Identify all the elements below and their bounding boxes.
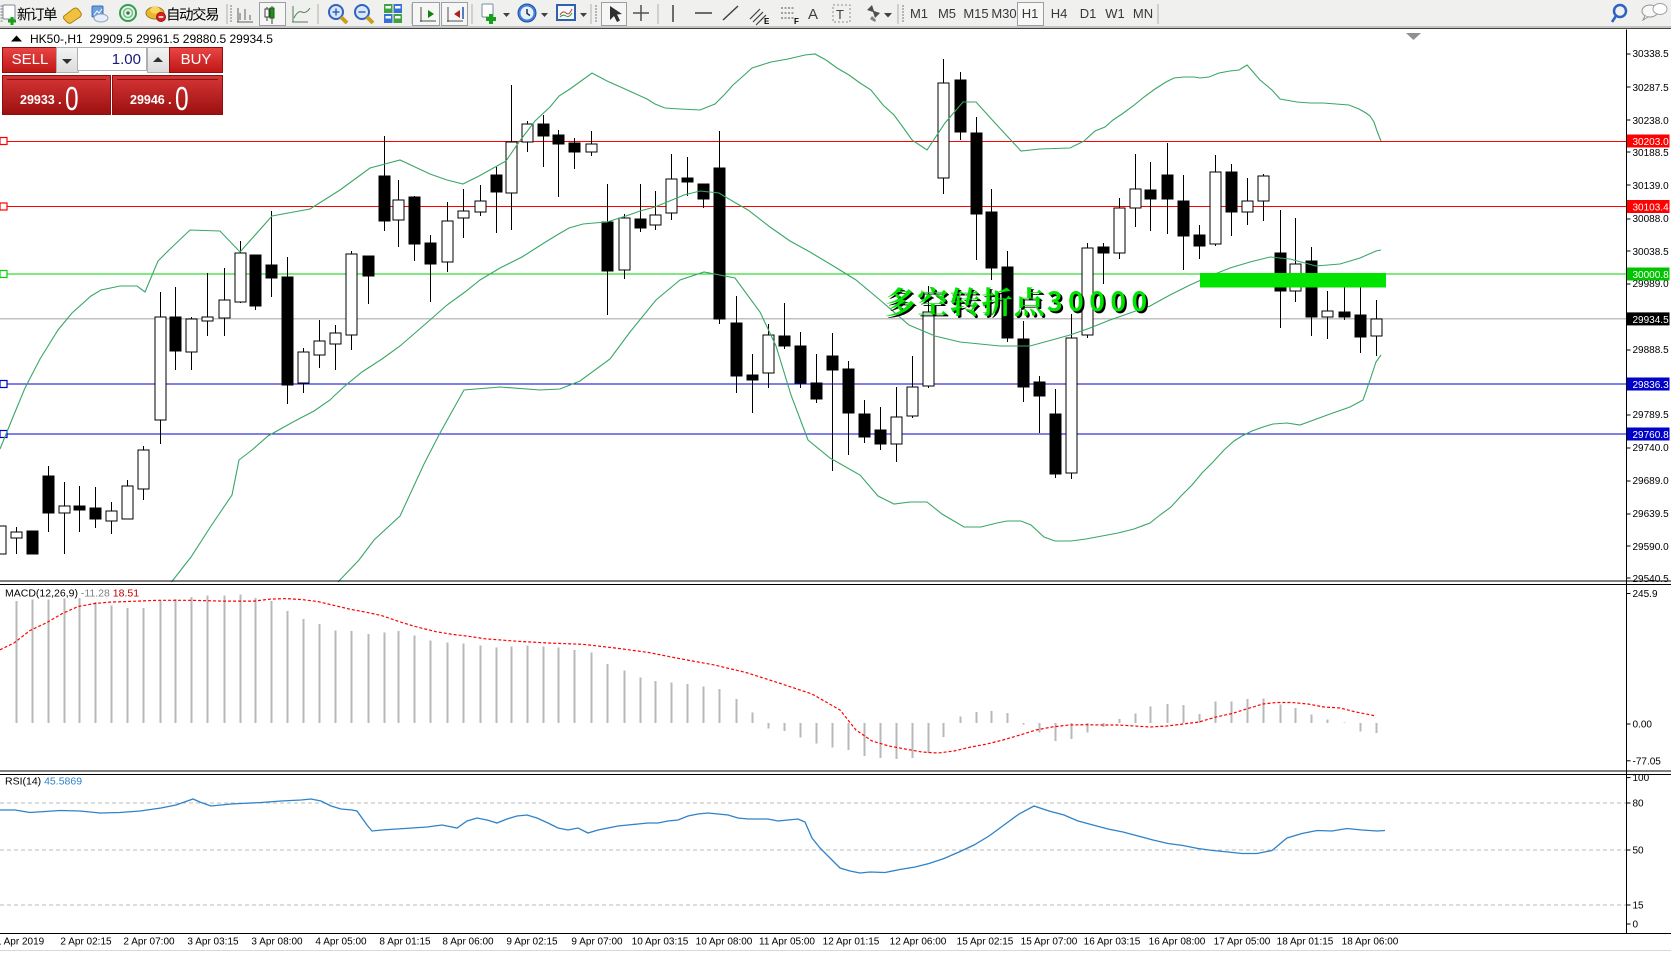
- svg-text:16 Apr 08:00: 16 Apr 08:00: [1149, 937, 1206, 948]
- svg-text:12 Apr 06:00: 12 Apr 06:00: [890, 937, 947, 948]
- svg-text:80: 80: [1633, 799, 1645, 810]
- svg-text:18 Apr 06:00: 18 Apr 06:00: [1342, 937, 1399, 948]
- svg-text:F: F: [794, 17, 799, 26]
- svg-text:HK50-,H1 29909.5 29961.5 2988: HK50-,H1 29909.5 29961.5 29880.5 29934.5: [30, 32, 273, 46]
- svg-text:30338.5: 30338.5: [1633, 49, 1670, 60]
- svg-text:30238.0: 30238.0: [1633, 116, 1670, 127]
- svg-text:D1: D1: [1080, 6, 1097, 21]
- svg-text:29836.3: 29836.3: [1633, 380, 1670, 391]
- svg-text:MN: MN: [1133, 6, 1153, 21]
- svg-text:29789.5: 29789.5: [1633, 410, 1670, 421]
- svg-text:9 Apr 02:15: 9 Apr 02:15: [506, 937, 558, 948]
- svg-text:-77.05: -77.05: [1633, 756, 1662, 767]
- svg-text:H4: H4: [1051, 6, 1068, 21]
- svg-text:15 Apr 02:15: 15 Apr 02:15: [957, 937, 1014, 948]
- svg-text:29989.0: 29989.0: [1633, 279, 1670, 290]
- svg-text:10 Apr 08:00: 10 Apr 08:00: [696, 937, 753, 948]
- svg-text:30088.0: 30088.0: [1633, 214, 1670, 225]
- svg-text:16 Apr 03:15: 16 Apr 03:15: [1084, 937, 1141, 948]
- svg-text:30139.0: 30139.0: [1633, 181, 1670, 192]
- svg-text:12 Apr 01:15: 12 Apr 01:15: [823, 937, 880, 948]
- svg-text:29590.0: 29590.0: [1633, 542, 1670, 553]
- svg-text:15 Apr 07:00: 15 Apr 07:00: [1021, 937, 1078, 948]
- svg-text:A: A: [808, 6, 818, 23]
- svg-text:29934.5: 29934.5: [1633, 315, 1670, 326]
- svg-text:M5: M5: [938, 6, 956, 21]
- svg-text:11 Apr 05:00: 11 Apr 05:00: [759, 937, 815, 948]
- svg-text:30038.5: 30038.5: [1633, 247, 1670, 258]
- svg-text:15: 15: [1633, 901, 1645, 912]
- svg-text:M1: M1: [910, 6, 928, 21]
- svg-text:T: T: [836, 7, 844, 22]
- svg-text:18 Apr 01:15: 18 Apr 01:15: [1277, 937, 1334, 948]
- svg-text:245.9: 245.9: [1633, 589, 1658, 600]
- svg-text:2 Apr 02:15: 2 Apr 02:15: [60, 937, 112, 948]
- svg-text:2 Apr 07:00: 2 Apr 07:00: [123, 937, 175, 948]
- svg-text:29740.0: 29740.0: [1633, 443, 1670, 454]
- svg-text:H1: H1: [1022, 6, 1039, 21]
- svg-text:29639.5: 29639.5: [1633, 509, 1670, 520]
- svg-text:29760.8: 29760.8: [1633, 430, 1670, 441]
- svg-text:30287.5: 30287.5: [1633, 83, 1670, 94]
- svg-text:100: 100: [1633, 773, 1650, 784]
- svg-text:30000.8: 30000.8: [1633, 270, 1670, 281]
- svg-text:29540.5: 29540.5: [1633, 574, 1670, 585]
- svg-text:W1: W1: [1105, 6, 1125, 21]
- svg-text:M15: M15: [963, 6, 988, 21]
- svg-text:3 Apr 08:00: 3 Apr 08:00: [251, 937, 303, 948]
- svg-text:M30: M30: [991, 6, 1016, 21]
- svg-text:1 Apr 2019: 1 Apr 2019: [0, 937, 45, 948]
- svg-text:17 Apr 05:00: 17 Apr 05:00: [1214, 937, 1271, 948]
- svg-text:3 Apr 03:15: 3 Apr 03:15: [187, 937, 239, 948]
- svg-text:29689.0: 29689.0: [1633, 476, 1670, 487]
- svg-text:10 Apr 03:15: 10 Apr 03:15: [632, 937, 689, 948]
- svg-text:50: 50: [1633, 846, 1645, 857]
- svg-text:E: E: [764, 17, 770, 26]
- svg-text:0: 0: [1633, 920, 1639, 931]
- svg-text:8 Apr 01:15: 8 Apr 01:15: [379, 937, 431, 948]
- svg-text:MACD(12,26,9) -11.28 18.51: MACD(12,26,9) -11.28 18.51: [5, 588, 139, 600]
- svg-text:RSI(14) 45.5869: RSI(14) 45.5869: [5, 776, 82, 788]
- svg-text:30103.4: 30103.4: [1633, 203, 1670, 214]
- svg-text:30188.5: 30188.5: [1633, 148, 1670, 159]
- svg-text:9 Apr 07:00: 9 Apr 07:00: [571, 937, 623, 948]
- svg-text:29888.5: 29888.5: [1633, 345, 1670, 356]
- svg-text:8 Apr 06:00: 8 Apr 06:00: [442, 937, 494, 948]
- svg-text:0.00: 0.00: [1633, 720, 1653, 731]
- svg-text:4 Apr 05:00: 4 Apr 05:00: [315, 937, 367, 948]
- svg-text:30203.0: 30203.0: [1633, 137, 1670, 148]
